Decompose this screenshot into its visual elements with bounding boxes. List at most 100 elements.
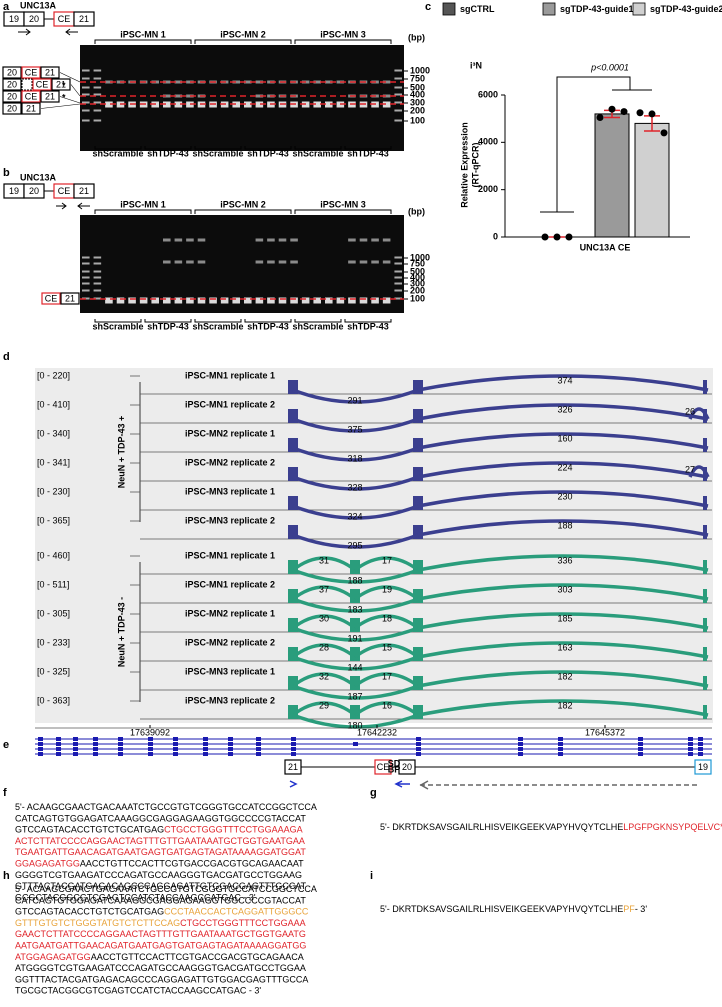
coverage (703, 438, 707, 452)
gel-band (186, 94, 194, 98)
transcript-exon (688, 742, 693, 746)
transcript-exon (228, 752, 233, 756)
gel-band (93, 262, 102, 265)
track-range: [0 - 220] (37, 370, 70, 380)
gel-band (93, 119, 102, 122)
isoform-pointer (40, 103, 81, 109)
gel-band (348, 260, 356, 264)
ladder-label: 1000 (410, 65, 430, 75)
junction-count: 291 (347, 395, 362, 405)
isoform-exon-box (2, 90, 22, 103)
sequence-segment: CATCAGTGTGGAGATCAAAGGCGAGGAGAAGGTGGCCCCG… (15, 814, 306, 824)
gel-band (163, 238, 171, 242)
data-point (541, 233, 549, 241)
exon-label-box (374, 759, 392, 775)
coverage (288, 589, 298, 603)
primer-arrows (18, 28, 78, 36)
gel-band (105, 101, 113, 108)
sequence-segment: GTCCAGTACACCTGTCTGCATGAG (15, 825, 164, 835)
transcript-exon (173, 747, 178, 751)
transcript-exon (173, 752, 178, 756)
track-range: [0 - 233] (37, 637, 70, 647)
data-point (636, 109, 644, 117)
gel-band (82, 69, 90, 72)
legend-swatch (632, 2, 646, 16)
coordinate-label: 17645372 (585, 727, 625, 737)
coverage (350, 647, 360, 661)
track-range: [0 - 365] (37, 515, 70, 525)
track-range: [0 - 305] (37, 608, 70, 618)
splice-junction (688, 407, 710, 420)
coverage (350, 560, 360, 574)
data-point (596, 113, 604, 121)
exon-label: CE (58, 14, 71, 24)
group-label: iPSC-MN 1 (120, 29, 166, 39)
gel-band (394, 297, 402, 300)
gel-band (278, 297, 287, 304)
exon-label: 20 (29, 14, 39, 24)
gel-band (186, 101, 194, 108)
transcript-exon (38, 747, 43, 751)
exon-label-box (284, 759, 302, 775)
group-bracket (194, 39, 292, 44)
isoform-exon-box (32, 78, 52, 91)
sequence-line: TGCGCTACGGCGTCGAGTCCATCTACCAAGCCATGAC - … (15, 986, 261, 996)
isoform-exon: 20 (7, 67, 17, 77)
junction-count: 336 (557, 555, 572, 565)
transcript-exon (93, 737, 98, 741)
condition-bracket (244, 146, 292, 150)
sequence-segment: CCCTAACCACTCAGGATTGGGCC (164, 907, 309, 917)
isoform-exon-box (2, 66, 22, 79)
panel-letter: h (3, 870, 10, 882)
transcript-exon (203, 752, 208, 756)
sequence-line: GTTTGTGTCTGGGTATGTCTCTTCCAGCTGCCTGGGTTTC… (15, 918, 306, 928)
condition-bracket (94, 319, 142, 323)
sequence-segment: AATGAATGATTGAACAGATGAATGAGTGATGAGTAGATAA… (15, 941, 306, 951)
sequence-line: 5'- ACAAGCGAACTGACAAATCTGCCGTGTCGGGTGCCA… (15, 884, 317, 894)
junction-count: 303 (557, 584, 572, 594)
gel-band (93, 69, 102, 72)
gel-band (290, 238, 298, 242)
track-label: iPSC-MN1 replicate 2 (185, 579, 275, 589)
gel-band (93, 77, 102, 80)
junction-count: 182 (557, 671, 572, 681)
group-bracket (94, 209, 192, 214)
ladder-label: 400 (410, 272, 425, 282)
gel-band (82, 276, 90, 279)
transcript-exon (416, 747, 421, 751)
gel-band (174, 238, 183, 242)
junction-count: 31 (319, 555, 329, 565)
splice-junction (417, 554, 709, 572)
splice-junction (292, 626, 419, 642)
gel-band (394, 109, 402, 112)
ce-mark: BP (388, 764, 401, 774)
junction-count: 26 (685, 406, 695, 416)
transcript-exon (558, 752, 563, 756)
track-label: iPSC-MN1 replicate 1 (185, 370, 275, 380)
splice-junction (292, 446, 419, 462)
sequence-segment: CTGCCTGGGTTTCCTGGAAA (180, 918, 306, 928)
transcript-exon (558, 742, 563, 746)
gel-band (82, 101, 90, 104)
condition-bracket (194, 319, 242, 323)
gel-band (220, 297, 229, 304)
gel-band (325, 101, 333, 108)
isoform-pointer (59, 96, 81, 104)
condition-label: shScramble (92, 148, 143, 158)
condition-bracket (344, 319, 392, 323)
gel-band (186, 297, 194, 304)
transcript-exon (558, 747, 563, 751)
exon-label: 21 (79, 14, 89, 24)
gel-band (82, 270, 90, 273)
track-range: [0 - 410] (37, 399, 70, 409)
protein-segment: PF (623, 904, 635, 914)
sequence-line: GAACTCTTATCCCCAGGAACTAGTTTGTTGAATAAATGCT… (15, 930, 306, 940)
gel-band (394, 256, 402, 259)
sequence-segment: ATGGAGAGATGG (15, 952, 91, 962)
splice-junction (688, 465, 710, 478)
condition-label: shScramble (292, 148, 343, 158)
sequence-segment: TGAATGATTGAACAGATGAATGAGTGATGAGTAGATAAAA… (15, 848, 306, 858)
primer-arrow (289, 780, 298, 788)
junction-count: 27 (685, 464, 695, 474)
gel-band (163, 94, 171, 98)
